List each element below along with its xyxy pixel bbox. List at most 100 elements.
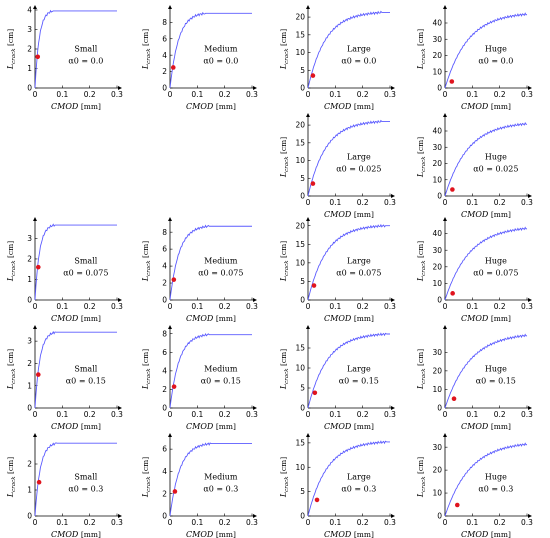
x-tick-label: 0.3: [246, 302, 258, 311]
y-tick-label: 10: [432, 385, 442, 394]
x-tick-label: 0.3: [521, 302, 533, 311]
x-tick-label: 0.3: [384, 410, 396, 419]
x-tick-label: 0.1: [191, 90, 203, 99]
x-tick-label: 0.2: [357, 198, 369, 207]
y-axis-subscript: crack: [421, 156, 427, 172]
y-tick-label: 20: [432, 466, 442, 475]
y-tick-label: 30: [432, 35, 442, 44]
subplot: 0 0.1 0.2 0.3 0 5 10 15 CMOD [mm] Lcrack [cm] Larg…: [279, 433, 396, 538]
peak-load-point: [451, 396, 457, 402]
x-axis-label: CMOD [mm]: [186, 422, 236, 431]
y-axis-unit: [cm]: [416, 457, 425, 477]
x-axis-label: CMOD [mm]: [324, 102, 374, 111]
x-tick-label: 0: [33, 302, 38, 311]
crack-length-curve: [34, 330, 117, 409]
x-tick-label: 0.3: [111, 410, 123, 419]
y-axis-unit: [cm]: [416, 29, 425, 49]
x-tick-label: 0.1: [56, 518, 68, 527]
y-tick-label: 30: [432, 143, 442, 152]
y-tick-label: 15: [295, 438, 305, 447]
y-axis-subscript: crack: [421, 368, 427, 384]
crack-length-curve: [444, 333, 528, 409]
size-label: Small: [74, 44, 97, 53]
y-axis-arrow: [443, 217, 447, 221]
y-axis-arrow: [306, 433, 310, 437]
x-tick-label: 0.2: [219, 90, 231, 99]
y-tick-label: 5: [300, 487, 305, 496]
y-axis-unit: [cm]: [279, 241, 288, 261]
peak-load-point: [455, 502, 460, 508]
alpha-label: α0 = 0.15: [66, 376, 106, 385]
x-tick-label: 0.2: [84, 90, 96, 99]
y-axis-arrow: [443, 325, 447, 329]
x-axis-unit: [mm]: [354, 530, 374, 538]
y-axis-arrow: [33, 325, 37, 329]
x-tick-label: 0.3: [384, 518, 396, 527]
x-tick-label: 0.1: [466, 302, 478, 311]
y-tick-label: 20: [295, 13, 305, 22]
alpha-label: α0 = 0.0: [478, 56, 513, 65]
x-axis-label: CMOD [mm]: [51, 314, 101, 323]
x-axis-unit: [mm]: [216, 530, 236, 538]
y-tick-label: 0: [27, 512, 32, 521]
y-tick-label: 10: [295, 364, 305, 373]
crack-length-curve: [169, 11, 252, 89]
size-label: Medium: [204, 472, 238, 481]
x-tick-label: 0.1: [329, 302, 341, 311]
y-axis-label: Lcrack [cm]: [6, 349, 17, 390]
y-tick-label: 0: [27, 296, 32, 305]
x-tick-label: 0: [168, 518, 173, 527]
crack-length-curve: [34, 223, 117, 301]
size-label: Huge: [485, 364, 507, 373]
peak-load-point: [312, 390, 318, 396]
y-axis-unit: [cm]: [416, 241, 425, 261]
x-tick-label: 0.3: [521, 198, 533, 207]
y-axis-subscript: crack: [284, 368, 290, 384]
y-tick-label: 3: [27, 25, 32, 34]
x-axis-arrow: [118, 298, 122, 302]
y-axis-label: Lcrack [cm]: [416, 457, 427, 498]
x-tick-label: 0.1: [329, 410, 341, 419]
x-axis-unit: [mm]: [81, 314, 101, 323]
x-tick-label: 0.3: [521, 90, 533, 99]
x-axis-unit: [mm]: [354, 210, 374, 219]
crack-length-curve: [307, 10, 390, 89]
x-tick-label: 0: [443, 410, 448, 419]
x-tick-label: 0.1: [329, 198, 341, 207]
y-tick-label: 0: [437, 84, 442, 93]
y-axis-unit: [cm]: [141, 457, 150, 477]
y-axis-subscript: crack: [284, 260, 290, 276]
y-tick-label: 15: [295, 30, 305, 39]
size-label: Huge: [485, 256, 507, 265]
y-tick-label: 10: [295, 258, 305, 267]
size-label: Small: [74, 364, 97, 373]
x-tick-label: 0: [443, 518, 448, 527]
x-tick-label: 0.2: [494, 198, 506, 207]
y-tick-label: 40: [432, 19, 442, 28]
crack-length-curve: [34, 442, 117, 517]
x-tick-label: 0.2: [84, 518, 96, 527]
x-tick-label: 0.1: [191, 302, 203, 311]
y-axis-arrow: [443, 433, 447, 437]
y-axis-arrow: [168, 5, 172, 9]
alpha-label: α0 = 0.15: [339, 376, 379, 385]
x-tick-label: 0: [33, 518, 38, 527]
x-axis-unit: [mm]: [216, 314, 236, 323]
y-axis-unit: [cm]: [279, 349, 288, 369]
y-axis-label: Lcrack [cm]: [416, 349, 427, 390]
x-axis-unit: [mm]: [491, 102, 511, 111]
peak-load-point: [35, 54, 41, 60]
y-axis-arrow: [33, 433, 37, 437]
y-tick-label: 10: [295, 48, 305, 57]
crack-length-curve: [307, 223, 390, 301]
size-label: Medium: [204, 44, 238, 53]
x-tick-label: 0.3: [521, 518, 533, 527]
subplot: 0 0.1 0.2 0.3 0 2 4 6 CMOD [mm] Lcrack [cm] Medium…: [141, 433, 258, 538]
x-tick-label: 0.1: [329, 90, 341, 99]
y-axis-subscript: crack: [11, 260, 17, 276]
y-axis-subscript: crack: [11, 476, 17, 492]
y-tick-label: 10: [432, 279, 442, 288]
x-axis-label: CMOD [mm]: [186, 314, 236, 323]
x-tick-label: 0.3: [384, 302, 396, 311]
y-tick-label: 0: [437, 192, 442, 201]
